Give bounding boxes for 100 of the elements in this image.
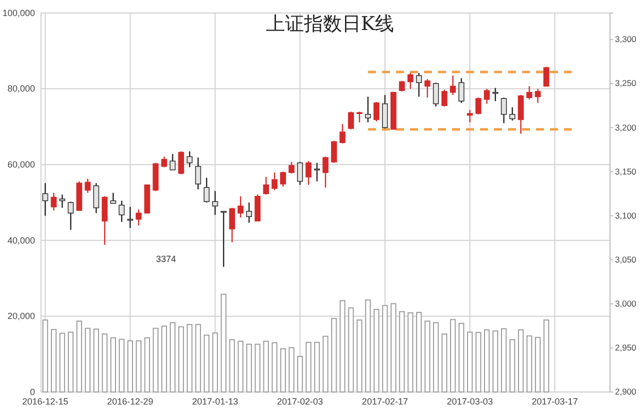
x-tick-label: 2016-12-15	[22, 396, 68, 406]
bar	[442, 334, 448, 392]
candlestick	[398, 80, 405, 92]
bar	[59, 332, 66, 392]
candlestick	[178, 150, 184, 175]
bar	[118, 338, 125, 392]
y2-tick-label: 3,000	[615, 298, 637, 309]
bar	[424, 320, 430, 392]
bar	[246, 344, 252, 392]
y-tick-label: 20,000	[7, 311, 35, 322]
candlestick	[416, 72, 422, 98]
candlestick	[84, 178, 91, 194]
candlestick	[534, 88, 541, 104]
bar	[152, 328, 158, 392]
candlestick	[170, 153, 176, 170]
candlestick	[297, 161, 303, 186]
bar	[356, 319, 362, 392]
bar	[212, 332, 218, 392]
y-tick-label: 80,000	[7, 84, 35, 94]
bar	[110, 337, 116, 392]
bar	[510, 339, 516, 392]
candlestick	[458, 78, 464, 104]
candlestick	[331, 140, 337, 164]
bar	[433, 322, 439, 392]
y-tick-label: 0	[30, 386, 35, 397]
bar	[331, 318, 337, 392]
candlestick	[238, 196, 244, 218]
candlestick	[59, 194, 66, 208]
bar	[102, 334, 108, 392]
bar	[484, 329, 490, 392]
bar	[374, 308, 380, 392]
candlestick	[220, 210, 227, 268]
bar	[178, 326, 184, 392]
candlestick	[186, 150, 193, 168]
annotation: 3374	[156, 254, 176, 264]
bar	[42, 319, 48, 392]
candlestick	[263, 176, 269, 196]
candlestick	[68, 201, 74, 230]
bar	[365, 299, 371, 392]
bar	[408, 312, 414, 392]
bar	[288, 347, 294, 392]
candlestick	[212, 190, 218, 216]
candlestick	[42, 182, 48, 216]
bar	[340, 300, 346, 392]
y2-tick-label: 3,100	[615, 210, 637, 220]
bar	[136, 340, 142, 392]
y-tick-label: 100,000	[2, 8, 35, 18]
chart-title: 上证指数日K线	[266, 13, 394, 35]
bar	[492, 330, 498, 392]
x-tick-label: 2017-03-17	[532, 396, 578, 406]
bar	[416, 312, 422, 392]
candlestick	[314, 162, 320, 182]
candlestick	[280, 171, 286, 188]
bar	[272, 342, 278, 392]
candlestick	[475, 97, 482, 115]
bar	[348, 307, 354, 392]
candlestick	[500, 97, 507, 124]
bar	[322, 336, 328, 392]
bar	[458, 322, 464, 392]
candlestick	[322, 156, 328, 188]
candlestick	[374, 101, 380, 122]
candlestick	[204, 177, 210, 204]
y2-tick-label: 3,150	[615, 166, 637, 176]
bar	[195, 324, 201, 392]
bar	[450, 319, 456, 392]
candlestick	[441, 89, 448, 108]
y2-tick-label: 3,250	[615, 78, 637, 88]
candlestick	[424, 78, 430, 98]
candlestick	[195, 156, 202, 190]
candlestick	[484, 88, 490, 104]
bar	[518, 329, 524, 392]
bar	[297, 356, 303, 392]
candlestick	[50, 192, 57, 212]
candlestick	[526, 86, 532, 100]
bar	[263, 340, 269, 392]
bar	[543, 319, 550, 392]
y2-tick-label: 2,900	[615, 386, 637, 397]
candlestick	[110, 192, 116, 204]
candlestick	[509, 106, 516, 122]
bar	[84, 328, 91, 392]
bar	[204, 334, 210, 392]
x-tick-label: 2017-01-13	[192, 396, 238, 406]
candlestick	[272, 172, 278, 191]
y2-tick-label: 3,200	[615, 122, 637, 132]
candlestick	[136, 208, 142, 226]
candlestick	[356, 111, 362, 123]
y-tick-label: 60,000	[7, 159, 35, 170]
bar	[238, 340, 244, 392]
candlestick	[543, 66, 550, 87]
bar	[467, 332, 473, 392]
candlestick	[492, 87, 498, 102]
bar	[501, 328, 507, 392]
x-tick-label: 2017-03-03	[446, 396, 493, 406]
candlestick	[407, 72, 414, 90]
bar	[382, 305, 388, 392]
bar	[526, 335, 532, 392]
candlestick	[432, 82, 439, 108]
candlestick	[118, 200, 125, 222]
x-tick-label: 2017-02-17	[362, 396, 408, 406]
candlestick	[288, 161, 294, 174]
